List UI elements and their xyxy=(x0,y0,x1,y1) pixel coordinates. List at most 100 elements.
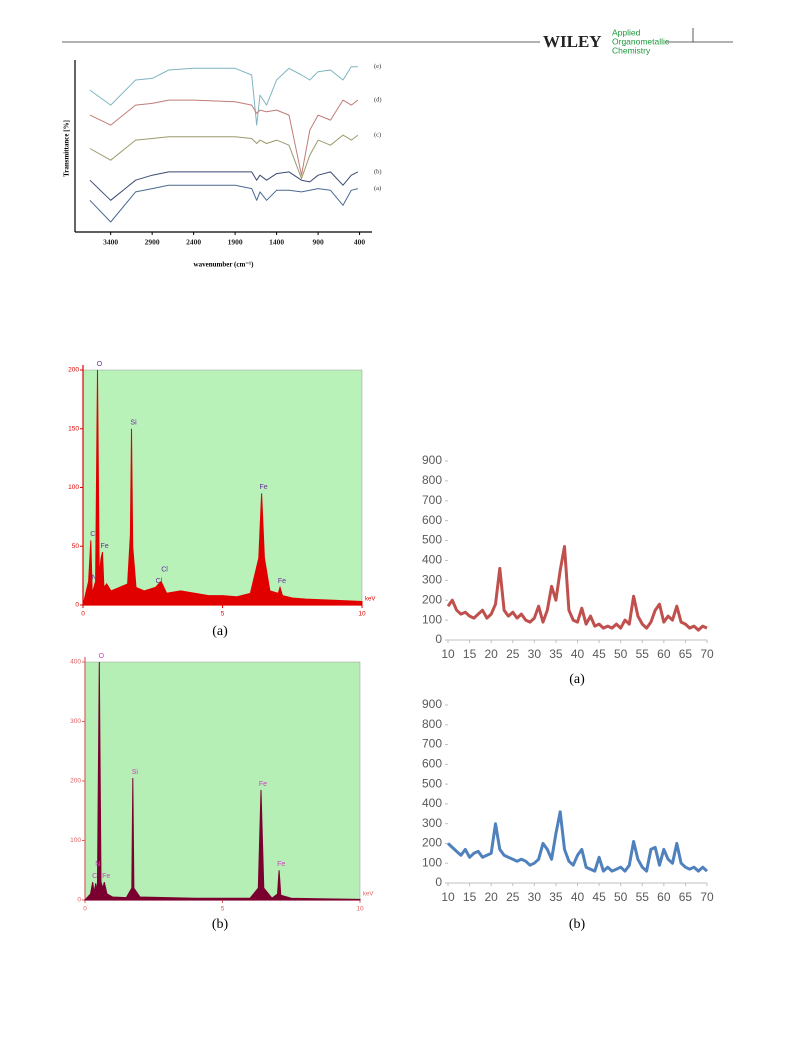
peak-label: C xyxy=(92,873,97,880)
y-tick-label: 900 xyxy=(422,453,442,467)
x-tick-label: 5 xyxy=(221,906,225,913)
x-tick-label: 400 xyxy=(354,238,366,247)
peak-label: Fe xyxy=(259,781,267,788)
x-tick-label: 60 xyxy=(657,647,671,661)
x-tick-label: 35 xyxy=(549,890,563,904)
publisher: WILEY xyxy=(543,32,602,51)
figure-caption: (a) xyxy=(212,624,228,639)
peak-label: Cl xyxy=(156,578,163,585)
spectrum-line xyxy=(89,171,359,201)
peak-label: Si xyxy=(132,769,139,776)
x-unit: keV xyxy=(363,892,373,898)
figure-caption: (b) xyxy=(569,917,586,932)
x-tick-label: 25 xyxy=(506,647,520,661)
x-tick-label: 0 xyxy=(81,611,85,618)
y-tick-label: 700 xyxy=(422,493,442,507)
x-tick-label: 70 xyxy=(700,647,714,661)
y-tick-label: 500 xyxy=(422,533,442,547)
x-tick-label: 50 xyxy=(614,890,628,904)
spectrum-area xyxy=(83,661,361,901)
plot-background xyxy=(84,661,361,901)
y-tick-label: 400 xyxy=(422,553,442,567)
peak-label: C xyxy=(90,531,95,538)
x-tick-label: 2900 xyxy=(145,238,160,247)
y-tick-label: 500 xyxy=(422,776,442,790)
legend-label: (a) xyxy=(374,185,381,192)
x-axis-label: wavenumber (cm⁻¹) xyxy=(194,261,255,269)
y-tick-label: 0 xyxy=(435,875,442,889)
y-tick-label: 700 xyxy=(422,737,442,751)
figure-caption: (b) xyxy=(212,917,229,932)
peak-label: Si xyxy=(130,420,137,427)
y-tick-label: 0 xyxy=(77,897,81,904)
x-tick-label: 10 xyxy=(441,647,455,661)
x-tick-label: 3400 xyxy=(103,238,118,247)
x-tick-label: 10 xyxy=(441,890,455,904)
x-tick-label: 30 xyxy=(528,890,542,904)
peak-label: Fe xyxy=(277,861,285,868)
y-tick-label: 600 xyxy=(422,513,442,527)
y-tick-label: 100 xyxy=(422,855,442,869)
x-tick-label: 15 xyxy=(463,890,477,904)
x-tick-label: 5 xyxy=(221,611,225,618)
y-tick-label: 900 xyxy=(422,697,442,711)
spectrum-line xyxy=(89,66,358,126)
peak-label: Fe xyxy=(278,578,286,585)
x-tick-label: 25 xyxy=(506,890,520,904)
y-tick-label: 300 xyxy=(70,718,81,725)
y-tick-label: 300 xyxy=(422,816,442,830)
y-tick-label: 600 xyxy=(422,757,442,771)
y-tick-label: 150 xyxy=(68,425,79,432)
x-tick-label: 65 xyxy=(679,890,693,904)
spectrum-line xyxy=(89,184,359,223)
journal-line: Chemistry xyxy=(612,45,651,55)
spectrum-line xyxy=(446,810,709,873)
x-tick-label: 40 xyxy=(571,647,585,661)
x-tick-label: 45 xyxy=(592,647,606,661)
x-tick-label: 45 xyxy=(592,890,606,904)
spectrum-line xyxy=(89,134,359,180)
figure-caption: (a) xyxy=(569,672,585,687)
y-tick-label: 100 xyxy=(68,484,79,491)
peak-label: Fe xyxy=(100,543,108,550)
x-tick-label: 40 xyxy=(571,890,585,904)
x-tick-label: 70 xyxy=(700,890,714,904)
peak-label: Fe xyxy=(102,873,110,880)
x-tick-label: 35 xyxy=(549,647,563,661)
peak-label: O xyxy=(99,653,105,660)
x-tick-label: 60 xyxy=(657,890,671,904)
y-tick-label: 200 xyxy=(70,778,81,785)
y-tick-label: 100 xyxy=(70,837,81,844)
x-tick-label: 55 xyxy=(636,647,650,661)
y-tick-label: 50 xyxy=(72,543,80,550)
x-tick-label: 2400 xyxy=(186,238,201,247)
x-tick-label: 0 xyxy=(83,906,87,913)
y-tick-label: 300 xyxy=(422,573,442,587)
spectrum-area xyxy=(82,369,363,606)
x-tick-label: 1400 xyxy=(269,238,284,247)
y-tick-label: 200 xyxy=(68,367,79,374)
y-tick-label: 800 xyxy=(422,473,442,487)
y-tick-label: 400 xyxy=(422,796,442,810)
y-axis-label: Transmittance [%] xyxy=(63,120,71,177)
x-tick-label: 20 xyxy=(484,890,498,904)
peak-label: N xyxy=(95,861,100,868)
y-tick-label: 200 xyxy=(422,836,442,850)
y-tick-label: 400 xyxy=(70,659,81,666)
spectrum-line xyxy=(89,99,359,176)
legend-label: (e) xyxy=(374,63,381,70)
legend-label: (b) xyxy=(374,168,382,175)
x-tick-label: 65 xyxy=(679,647,693,661)
y-tick-label: 0 xyxy=(75,602,79,609)
x-tick-label: 20 xyxy=(484,647,498,661)
legend-label: (d) xyxy=(374,97,382,104)
y-tick-label: 200 xyxy=(422,592,442,606)
journal-line: Organometallic xyxy=(612,36,670,46)
x-tick-label: 15 xyxy=(463,647,477,661)
y-tick-label: 0 xyxy=(435,632,442,646)
x-unit: keV xyxy=(365,597,375,603)
legend-label: (c) xyxy=(374,132,381,139)
x-tick-label: 55 xyxy=(636,890,650,904)
x-tick-label: 900 xyxy=(312,238,324,247)
